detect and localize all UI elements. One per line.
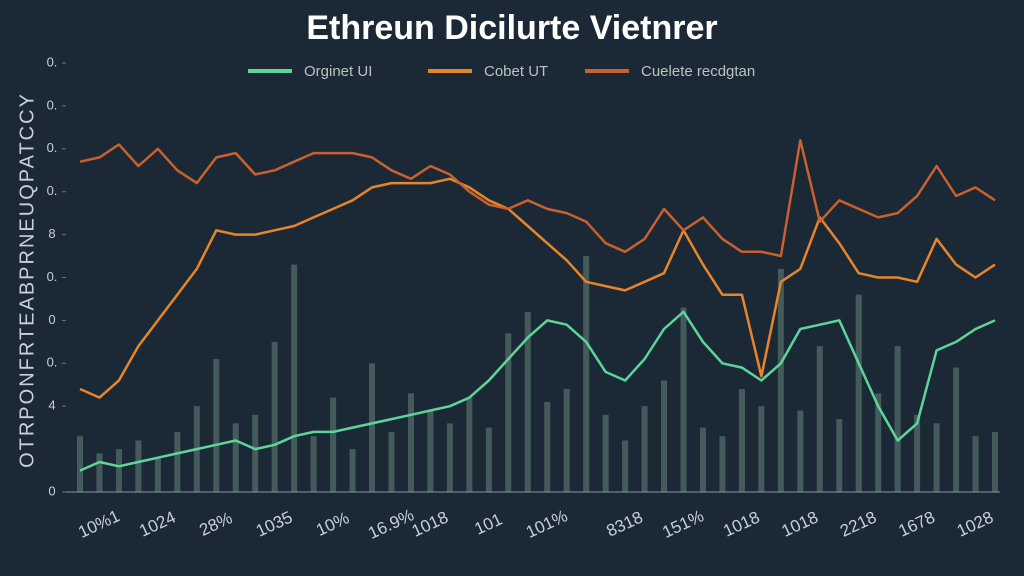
x-tick-label: 1035 (253, 507, 295, 540)
y-tick-label: 0 (48, 312, 55, 327)
bar (777, 268, 784, 492)
bar (758, 406, 765, 492)
bar (349, 449, 356, 492)
bar (310, 436, 317, 492)
y-tick-label: 0. (47, 140, 58, 155)
y-tick-label: 0. (47, 97, 58, 112)
x-tick-label: 28% (196, 508, 235, 540)
bar (446, 423, 453, 492)
bar (544, 401, 551, 492)
bar (563, 389, 570, 492)
bar (836, 419, 843, 492)
series-line (79, 310, 996, 472)
bar (719, 436, 726, 492)
bar (252, 414, 259, 492)
series-line (79, 177, 996, 399)
bar (174, 431, 181, 492)
bar (271, 341, 278, 492)
x-tick-label: 101% (523, 506, 570, 542)
bar (291, 264, 298, 492)
bar (524, 311, 531, 492)
x-tick-label: 101 (472, 509, 506, 538)
bar (914, 414, 921, 492)
x-tick-label: 1018 (409, 507, 451, 540)
bar (661, 380, 668, 492)
bar (213, 359, 220, 492)
bar (485, 427, 492, 492)
y-tick-label: 0. (47, 54, 58, 69)
x-tick-label: 151% (659, 506, 706, 542)
bar (875, 393, 882, 492)
chart-title: Ethreun Dicilurte Vietnrer (306, 9, 717, 47)
x-tick-label: 1678 (896, 507, 938, 540)
bar (894, 346, 901, 492)
y-tick-label: 0. (47, 183, 58, 198)
bar (641, 406, 648, 492)
bar (972, 436, 979, 492)
bar (992, 431, 998, 492)
bar (154, 457, 161, 492)
bar (466, 397, 473, 492)
bar (622, 440, 629, 492)
y-tick-label: 0. (47, 355, 58, 370)
y-tick-label: 0. (47, 269, 58, 284)
y-tick-label: 0 (48, 483, 55, 498)
x-tick-label: 1028 (954, 507, 996, 540)
bar (330, 397, 337, 492)
bar (232, 423, 239, 492)
bar (407, 393, 414, 492)
x-tick-label: 2218 (837, 507, 879, 540)
bar (816, 346, 823, 492)
legend-label: Cobet UT (484, 63, 548, 80)
bar (388, 431, 395, 492)
legend-label: Orginet UI (304, 63, 372, 80)
x-tick-label: 8318 (604, 507, 646, 540)
bar (699, 427, 706, 492)
bar (680, 307, 687, 492)
bar (933, 423, 940, 492)
bar (855, 294, 862, 492)
x-tick-label: 1024 (136, 507, 178, 540)
x-tick-label: 1018 (779, 507, 821, 540)
bar (77, 436, 83, 492)
bar (135, 440, 142, 492)
bar (953, 367, 960, 492)
x-tick-label: 10% (313, 508, 352, 540)
y-tick-label: 8 (48, 226, 55, 241)
bar (115, 449, 122, 492)
bar (602, 414, 609, 492)
bar (583, 256, 590, 492)
y-axis-title: OTRPONFRTEABPRNEUQPATCCY (16, 92, 38, 468)
y-tick-label: 4 (48, 398, 55, 413)
series-line (79, 138, 996, 258)
bar (738, 389, 745, 492)
bar (505, 333, 512, 492)
x-tick-label: 1018 (720, 507, 762, 540)
x-tick-label: 10%1 (75, 506, 122, 542)
bar (96, 453, 103, 492)
bar (369, 363, 376, 492)
bar (797, 410, 804, 492)
legend-label: Cuelete recdgtan (641, 63, 755, 80)
bar (427, 410, 434, 492)
